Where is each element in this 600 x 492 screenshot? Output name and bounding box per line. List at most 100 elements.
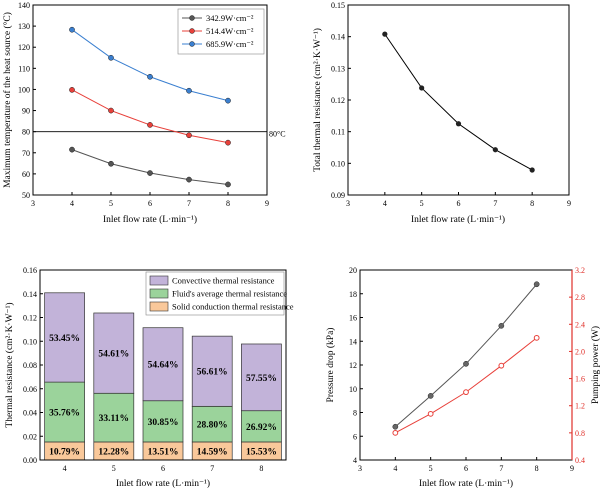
legend-label: Convective thermal resistance xyxy=(172,276,275,286)
bar-percent-label: 13.51% xyxy=(148,447,179,457)
legend: 342.9W·cm⁻² 514.4W·cm⁻² 685.9W·cm⁻² xyxy=(177,8,265,55)
x-tick-label: 4 xyxy=(70,199,74,208)
data-point xyxy=(108,107,114,114)
x-tick-label: 8 xyxy=(535,464,539,473)
chart-total-thermal-resistance: 3 4 5 6 7 8 9 0.09 0.10 0.11 0.12 0.13 0.14 0.15 Inle… xyxy=(312,1,571,225)
x-tick-label: 5 xyxy=(109,199,113,208)
x-tick-label: 6 xyxy=(457,199,461,208)
y-tick-label: 0.13 xyxy=(331,64,345,73)
data-point xyxy=(463,360,469,367)
bar-percent-label: 15.53% xyxy=(246,447,277,457)
x-tick-label: 3 xyxy=(346,199,350,208)
y-right-tick-label: 0.8 xyxy=(575,429,585,438)
y-tick-label: 0.15 xyxy=(331,1,345,10)
bar-segment xyxy=(44,381,85,443)
bar-segment xyxy=(44,292,85,383)
data-point xyxy=(498,322,505,329)
y-tick-label: 0.04 xyxy=(23,409,37,418)
y-right-tick-label: 2.8 xyxy=(575,293,585,302)
y-tick-label: 20 xyxy=(349,266,357,275)
bar-segment xyxy=(93,392,135,443)
data-point xyxy=(147,170,153,176)
plot-frame xyxy=(347,4,570,196)
legend-swatch xyxy=(149,288,169,299)
bar-segment xyxy=(142,327,184,402)
y-tick-label: 130 xyxy=(18,22,30,31)
y-axis-label-left: Pressure drop (kPa) xyxy=(325,328,336,403)
data-point xyxy=(108,160,114,167)
bar-percent-label: 30.85% xyxy=(148,418,179,428)
y-tick-label: 50 xyxy=(22,191,30,200)
bar-segment xyxy=(93,312,135,394)
plot-frame xyxy=(32,4,268,196)
chart-pressure-drop-pumping-power: 3 4 5 6 7 8 94681012141618200.40.81.21.62.02.4… xyxy=(325,266,600,489)
series-line xyxy=(71,149,229,185)
x-tick-label: 8 xyxy=(226,199,230,208)
data-point xyxy=(69,146,75,153)
y-tick-label: 0.10 xyxy=(23,337,37,346)
legend-label: Fluid's average thermal resistance xyxy=(172,289,287,299)
bar-percent-label: 28.80% xyxy=(197,421,228,431)
chart-max-temperature: 3 4 5 6 7 8 9 50 60 70 80 90 100 110 120 130 140 80°C In… xyxy=(2,1,286,225)
y-axis-label: Thermal resistance (cm²·K·W⁻¹) xyxy=(4,302,15,427)
y-right-tick-label: 2.4 xyxy=(575,320,585,329)
x-tick-label: 4 xyxy=(393,464,397,473)
y-tick-label: 110 xyxy=(18,64,30,73)
y-tick-label: 0.08 xyxy=(23,361,37,370)
x-tick-label: 5 xyxy=(420,199,424,208)
y-tick-label: 120 xyxy=(18,43,30,52)
x-tick-label: 7 xyxy=(499,464,503,473)
y-axis-label: Maximum temperature of the heat source (… xyxy=(2,12,13,188)
y-tick-label: 0.11 xyxy=(331,128,345,137)
y-tick-label: 0.06 xyxy=(23,385,37,394)
x-tick-label: 3 xyxy=(358,464,362,473)
x-tick-label: 8 xyxy=(259,464,263,473)
data-point xyxy=(533,281,540,288)
data-point xyxy=(225,139,231,146)
data-point xyxy=(69,26,75,33)
x-tick-label: 7 xyxy=(493,199,497,208)
y-tick-label: 4 xyxy=(353,456,357,465)
legend-swatch xyxy=(149,301,169,312)
x-tick-label: 6 xyxy=(148,199,152,208)
y-tick-label: 80 xyxy=(22,128,30,137)
x-tick-label: 7 xyxy=(210,464,214,473)
y-right-tick-label: 0.4 xyxy=(575,456,585,465)
y-tick-label: 12 xyxy=(349,361,357,370)
bar-percent-label: 54.64% xyxy=(148,361,179,371)
data-point xyxy=(69,87,75,93)
data-point xyxy=(498,362,505,369)
y-right-tick-label: 3.2 xyxy=(575,266,585,275)
data-point xyxy=(186,87,192,94)
legend-label: 685.9W·cm⁻² xyxy=(206,39,254,49)
x-tick-label: 9 xyxy=(265,199,269,208)
y-tick-label: 90 xyxy=(22,107,30,116)
x-axis-label: Inlet flow rate (L·min⁻¹) xyxy=(411,214,505,225)
series-line xyxy=(384,33,533,171)
data-point xyxy=(492,147,498,153)
x-tick-label: 9 xyxy=(567,199,571,208)
y-tick-label: 0.16 xyxy=(23,266,37,275)
plot-frame xyxy=(39,269,287,461)
bar-segment xyxy=(241,343,282,412)
x-tick-label: 5 xyxy=(429,464,433,473)
data-point xyxy=(427,393,434,399)
y-tick-label: 14 xyxy=(349,337,357,346)
y-tick-label: 60 xyxy=(22,170,30,179)
y-tick-label: 6 xyxy=(353,432,357,441)
x-tick-label: 5 xyxy=(112,464,116,473)
bar-percent-label: 53.45% xyxy=(49,334,80,344)
legend: Convective thermal resistance Fluid's ave… xyxy=(145,271,294,316)
y-tick-label: 100 xyxy=(18,85,30,94)
x-tick-label: 3 xyxy=(31,199,35,208)
bar-percent-label: 14.59% xyxy=(197,447,228,457)
bar-percent-label: 54.61% xyxy=(98,350,129,360)
bar-segment xyxy=(241,410,282,443)
data-point xyxy=(382,31,388,37)
data-point xyxy=(147,73,153,80)
y-tick-label: 0.10 xyxy=(331,159,345,168)
data-point xyxy=(147,122,153,128)
data-point xyxy=(392,429,399,436)
bar-percent-label: 26.92% xyxy=(246,423,277,433)
